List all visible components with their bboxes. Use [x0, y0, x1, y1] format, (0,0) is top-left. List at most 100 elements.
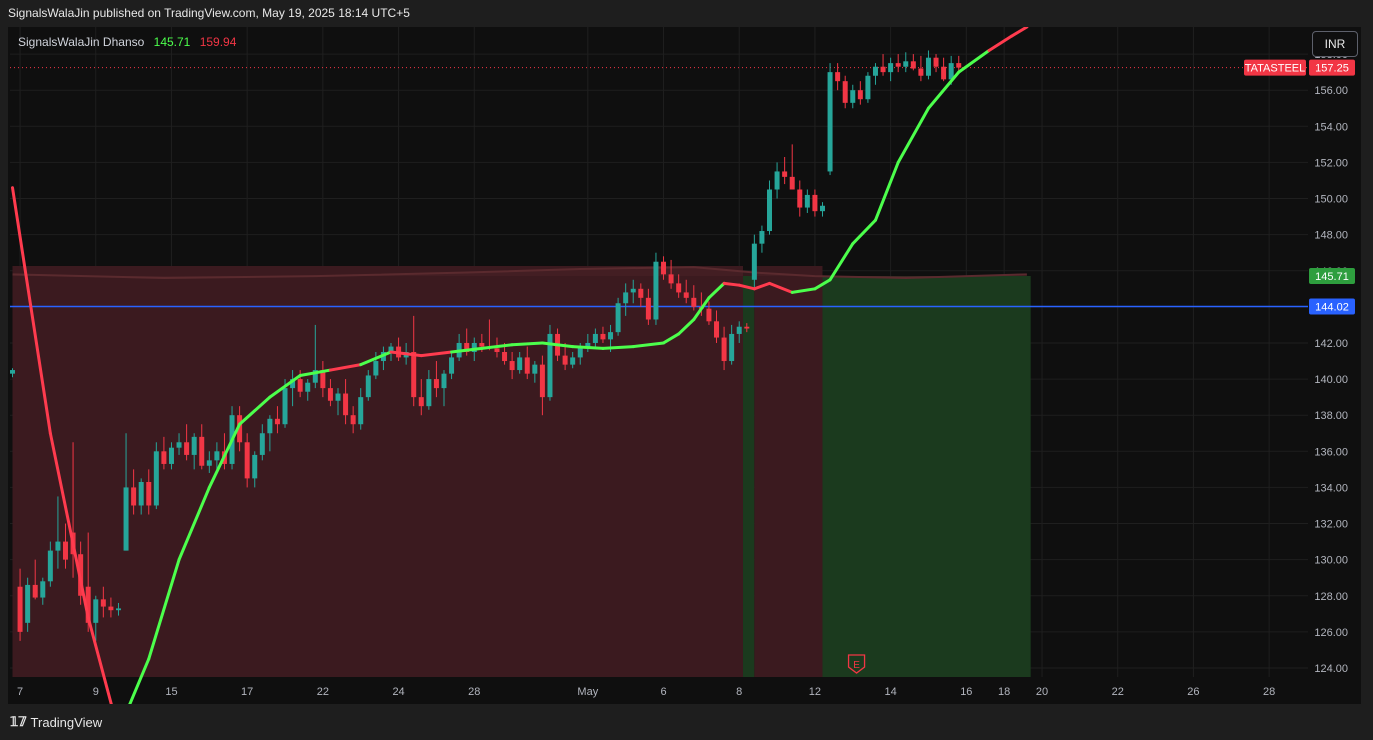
x-tick-label: 12 [809, 686, 821, 698]
candle-body [373, 361, 379, 376]
candle-body [585, 342, 591, 347]
trend-segment [722, 281, 741, 287]
trend-segment [790, 287, 817, 294]
symbol-badge-text: TATASTEEL [1245, 63, 1306, 75]
candle-body [736, 326, 742, 334]
candle-body [161, 451, 167, 464]
candle-body [872, 66, 878, 76]
candle-body [320, 370, 326, 389]
band-cap [12, 267, 1027, 278]
candle-body [55, 541, 61, 551]
candle-body [948, 63, 954, 80]
candle-body [789, 176, 795, 190]
trend-segment [86, 615, 113, 704]
trend-segment [510, 341, 544, 347]
indicator-legend[interactable]: SignalsWalaJin Dhanso 145.71 159.94 [18, 35, 236, 49]
last-price-badge-text: 157.25 [1315, 63, 1349, 75]
trend-segment [238, 395, 272, 426]
y-tick-label: 132.00 [1314, 519, 1348, 531]
trend-segment [207, 422, 242, 489]
candle-body [827, 72, 833, 172]
x-tick-label: 28 [468, 686, 480, 698]
candle-body [910, 61, 916, 69]
x-tick-label: 16 [960, 686, 972, 698]
candle-body [214, 451, 220, 461]
x-tick-label: 22 [317, 686, 329, 698]
zone-green [743, 275, 755, 677]
candle-body [903, 61, 909, 67]
candle-body [267, 418, 273, 434]
tradingview-logo-icon: 𝟙𝟟 [10, 714, 27, 729]
zone-red [12, 265, 744, 677]
footer-brand[interactable]: 𝟙𝟟 TradingView [10, 714, 102, 730]
candle-body [471, 342, 477, 352]
x-tick-label: 24 [392, 686, 404, 698]
candle-body [842, 81, 848, 103]
candle-body [411, 352, 417, 398]
candle-body [32, 584, 38, 598]
candle-body [714, 321, 720, 338]
candle-body [547, 333, 553, 398]
candle-body [676, 283, 682, 293]
candle-body [638, 288, 644, 298]
candle-body [630, 288, 636, 293]
y-tick-label: 140.00 [1314, 374, 1348, 386]
candle-body [562, 355, 568, 365]
y-tick-label: 142.00 [1314, 338, 1348, 350]
earnings-marker: E [847, 654, 866, 674]
candle-body [683, 292, 689, 298]
candle-body [40, 581, 46, 598]
candle-body [819, 205, 825, 212]
publish-caption: SignalsWalaJin published on TradingView.… [8, 6, 410, 20]
candle-body [857, 90, 863, 100]
price-chart[interactable]: 124.00 126.00 128.00 130.00 132.00 134.00 136.… [8, 27, 1361, 704]
trend-segment [828, 242, 855, 282]
band-top-line [12, 266, 1027, 279]
candle-body [297, 379, 303, 392]
x-tick-label: May [577, 686, 598, 698]
candle-body [85, 586, 91, 623]
candle-body [668, 274, 674, 284]
candle-body [305, 382, 311, 392]
hline-badge-text: 144.02 [1315, 302, 1349, 314]
candle-body [721, 337, 727, 362]
candle-body [812, 194, 818, 212]
trend-segment [692, 296, 711, 321]
candle-body [608, 332, 614, 340]
trend-segment [752, 281, 771, 291]
time-axis: 7 9 15 17 22 24 28 May 6 8 12 14 16 18 20 22 26 28 [17, 686, 1275, 698]
candle-body [108, 606, 114, 611]
y-tick-label: 150.00 [1314, 194, 1348, 206]
candle-body [751, 243, 757, 280]
x-tick-label: 17 [241, 686, 253, 698]
hline-badge: 144.02 [1309, 298, 1355, 315]
candle-body [865, 75, 871, 100]
x-tick-label: 18 [998, 686, 1010, 698]
candle-body [259, 433, 265, 455]
candle-body [441, 373, 447, 389]
y-tick-label: 134.00 [1314, 482, 1348, 494]
candle-body [433, 379, 439, 389]
x-tick-label: 9 [93, 686, 99, 698]
trend-segment [926, 70, 961, 110]
candle-body [744, 326, 750, 329]
hline-badge-bg [1309, 298, 1355, 315]
candle-body [706, 308, 712, 322]
y-tick-label: 130.00 [1314, 555, 1348, 567]
currency-button[interactable]: INR [1312, 31, 1358, 57]
zone-green [822, 275, 1031, 677]
candle-body [464, 342, 470, 352]
candle-body [335, 393, 341, 401]
candle-body [509, 361, 515, 371]
candle-body [532, 364, 538, 374]
candle-body [358, 397, 364, 425]
trend-line [11, 27, 1029, 704]
y-tick-label: 126.00 [1314, 627, 1348, 639]
trend-segment [631, 341, 666, 349]
candle-body [168, 447, 174, 464]
candle-body [956, 63, 962, 68]
candle-body [653, 261, 659, 320]
symbol-badge-bg [1244, 59, 1306, 76]
candle-body [661, 261, 667, 275]
candle-body [850, 90, 856, 103]
